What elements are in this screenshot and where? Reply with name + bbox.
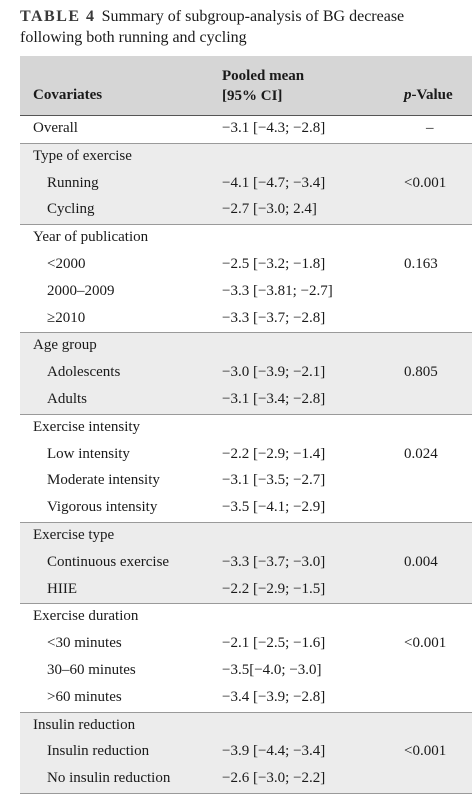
group-label: Overall: [33, 120, 78, 136]
header-p-italic: p: [404, 87, 412, 103]
table-row: Insulin reduction: [20, 713, 472, 740]
group-label: Exercise type: [33, 526, 115, 543]
subgroup-label: >60 minutes: [47, 688, 122, 705]
subgroup-label: Low intensity: [47, 445, 130, 462]
pooled-mean-value: −2.6 [−3.0; −2.2]: [222, 770, 326, 787]
pooled-mean-value: −3.4 [−3.9; −2.8]: [222, 688, 326, 705]
header-p-rest: -Value: [411, 87, 453, 103]
p-value: 0.805: [404, 364, 438, 381]
group-label: Exercise duration: [33, 608, 139, 625]
table-group: Insulin reduction Insulin reduction −3.9 […: [20, 712, 472, 794]
table-row: Adolescents −3.0 [−3.9; −2.1] 0.805: [20, 360, 472, 387]
pooled-mean-value: −3.5[−4.0; −3.0]: [222, 661, 322, 678]
group-label: Exercise intensity: [33, 418, 141, 435]
group-label: Age group: [33, 337, 97, 354]
table-row: Running −4.1 [−4.7; −3.4] <0.001: [20, 171, 472, 198]
table-row: Insulin reduction −3.9 [−4.4; −3.4] <0.001: [20, 739, 472, 766]
table-header: Covariates Pooled mean [95% CI] p-Value: [20, 56, 472, 116]
table-row: Low intensity −2.2 [−2.9; −1.4] 0.024: [20, 442, 472, 469]
table-row: Cycling −2.7 [−3.0; 2.4]: [20, 197, 472, 224]
pooled-mean-value: −3.0 [−3.9; −2.1]: [222, 364, 326, 381]
table-group: Year of publication <2000 −2.5 [−3.2; −1.8…: [20, 225, 472, 334]
subgroup-label: <2000: [47, 255, 86, 272]
pooled-mean-value: −2.2 [−2.9; −1.5]: [222, 580, 326, 597]
table-group: Exercise duration <30 minutes −2.1 [−2.5; …: [20, 604, 472, 713]
subgroup-label: Insulin reduction: [47, 743, 150, 760]
subgroup-label: Adults: [47, 390, 88, 407]
table-group: Type of exercise Running −4.1 [−4.7; −3.4]…: [20, 143, 472, 226]
subgroup-label: Moderate intensity: [47, 472, 160, 489]
p-value: <0.001: [404, 743, 447, 760]
subgroup-label: HIIE: [47, 580, 77, 597]
table-row: 30–60 minutes −3.5[−4.0; −3.0]: [20, 658, 472, 685]
subgroup-label: Cycling: [47, 201, 95, 218]
group-label: Year of publication: [33, 229, 149, 246]
table-row: Continuous exercise −3.3 [−3.7; −3.0] 0.00…: [20, 550, 472, 577]
header-pooled-mean: Pooled mean [95% CI]: [222, 66, 304, 106]
pooled-mean-value: −3.1 [−4.3; −2.8]: [222, 120, 326, 136]
p-value: –: [426, 120, 434, 136]
pooled-mean-value: −2.1 [−2.5; −1.6]: [222, 635, 326, 652]
pooled-mean-value: −3.3 [−3.7; −3.0]: [222, 553, 326, 570]
header-covariates: Covariates: [33, 87, 103, 103]
table-group: Exercise type Continuous exercise −3.3 [−3…: [20, 522, 472, 605]
p-value: 0.163: [404, 255, 438, 272]
subgroup-table: Covariates Pooled mean [95% CI] p-Value …: [20, 56, 472, 794]
subgroup-label: No insulin reduction: [47, 770, 171, 787]
pooled-mean-value: −3.3 [−3.81; −2.7]: [222, 282, 333, 299]
subgroup-label: Running: [47, 174, 99, 191]
table-row: 2000–2009 −3.3 [−3.81; −2.7]: [20, 279, 472, 306]
pooled-mean-value: −3.9 [−4.4; −3.4]: [222, 743, 326, 760]
table-group: Overall −3.1 [−4.3; −2.8] –: [20, 116, 472, 144]
p-value: <0.001: [404, 635, 447, 652]
table-group: Age group Adolescents −3.0 [−3.9; −2.1] 0.8…: [20, 333, 472, 415]
pooled-mean-value: −4.1 [−4.7; −3.4]: [222, 174, 326, 191]
header-pooled-mean-line2: [95% CI]: [222, 88, 283, 104]
pooled-mean-value: −2.7 [−3.0; 2.4]: [222, 201, 317, 218]
table-row: >60 minutes −3.4 [−3.9; −2.8]: [20, 685, 472, 712]
subgroup-label: <30 minutes: [47, 635, 122, 652]
group-label: Type of exercise: [33, 147, 132, 164]
table-row: <30 minutes −2.1 [−2.5; −1.6] <0.001: [20, 631, 472, 658]
p-value: <0.001: [404, 174, 447, 191]
table-row: Vigorous intensity −3.5 [−4.1; −2.9]: [20, 495, 472, 522]
subgroup-label: ≥2010: [47, 309, 86, 326]
table-row: Adults −3.1 [−3.4; −2.8]: [20, 387, 472, 414]
group-label: Insulin reduction: [33, 716, 136, 733]
table-caption-text: Summary of subgroup-analysis of BG decre…: [20, 8, 405, 46]
header-p-value: p-Value: [404, 87, 453, 104]
table-row: Year of publication: [20, 225, 472, 252]
table-row: Age group: [20, 333, 472, 360]
pooled-mean-value: −2.5 [−3.2; −1.8]: [222, 255, 326, 272]
table-row: Overall −3.1 [−4.3; −2.8] –: [20, 116, 472, 143]
table-row: ≥2010 −3.3 [−3.7; −2.8]: [20, 306, 472, 333]
pooled-mean-value: −2.2 [−2.9; −1.4]: [222, 445, 326, 462]
table-label: TABLE 4: [20, 8, 96, 25]
p-value: 0.024: [404, 445, 438, 462]
subgroup-label: 2000–2009: [47, 282, 115, 299]
subgroup-label: Vigorous intensity: [47, 499, 158, 516]
table-group: Exercise intensity Low intensity −2.2 [−2.…: [20, 415, 472, 523]
p-value: 0.004: [404, 553, 438, 570]
subgroup-label: 30–60 minutes: [47, 661, 136, 678]
table-row: Exercise duration: [20, 604, 472, 631]
table-row: HIIE −2.2 [−2.9; −1.5]: [20, 577, 472, 604]
table-row: Exercise intensity: [20, 415, 472, 442]
table-row: Moderate intensity −3.1 [−3.5; −2.7]: [20, 468, 472, 495]
table-row: No insulin reduction −2.6 [−3.0; −2.2]: [20, 766, 472, 793]
table-row: <2000 −2.5 [−3.2; −1.8] 0.163: [20, 252, 472, 279]
table-row: Type of exercise: [20, 144, 472, 171]
subgroup-label: Continuous exercise: [47, 553, 170, 570]
header-pooled-mean-line1: Pooled mean: [222, 68, 305, 84]
pooled-mean-value: −3.3 [−3.7; −2.8]: [222, 309, 326, 326]
table-body: Overall −3.1 [−4.3; −2.8] – Type of exercis…: [20, 116, 472, 794]
pooled-mean-value: −3.1 [−3.5; −2.7]: [222, 472, 326, 489]
subgroup-label: Adolescents: [47, 364, 121, 381]
table-row: Exercise type: [20, 523, 472, 550]
table-caption: TABLE 4 Summary of subgroup-analysis of B…: [20, 6, 460, 48]
pooled-mean-value: −3.1 [−3.4; −2.8]: [222, 390, 326, 407]
pooled-mean-value: −3.5 [−4.1; −2.9]: [222, 499, 326, 516]
